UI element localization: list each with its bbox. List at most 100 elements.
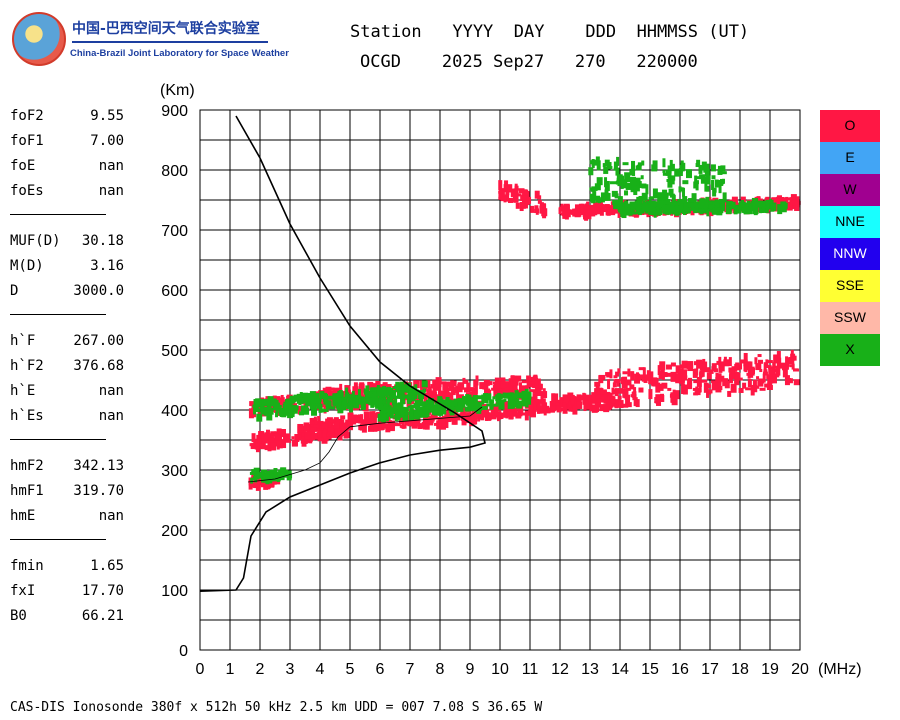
echo-point-o [764,383,769,388]
echo-point-o [508,405,515,415]
echo-point-x [277,471,281,482]
echo-point-o [711,381,716,391]
y-tick-label: 600 [161,283,188,300]
echo-point-o [381,426,385,431]
echo-point-x [595,156,600,162]
echo-point-x [662,204,669,214]
echo-point-x [512,398,516,402]
parameter-value: 342.13 [73,458,124,474]
echo-point-o [682,369,688,380]
echo-point-o [610,396,616,404]
echo-point-o [703,382,709,393]
echo-point-o [731,366,736,374]
echo-point-x [364,396,369,403]
echo-point-x [410,404,416,409]
echo-point-o [249,401,256,407]
echo-point-o [564,210,571,214]
echo-point-x [407,391,413,396]
echo-point-o [620,377,626,385]
echo-point-o [414,418,420,427]
echo-point-o [369,411,376,421]
echo-point-x [641,192,648,201]
echo-point-x [679,187,684,192]
echo-point-o [535,378,541,389]
echo-point-x [604,159,610,167]
echo-point-o [530,205,535,213]
echo-point-o [558,208,562,215]
echo-point-x [347,402,353,406]
echo-point-x [662,158,666,168]
echo-point-x [629,168,633,174]
echo-point-x [596,160,601,171]
echo-point-x [662,169,666,173]
echo-point-x [386,399,390,409]
echo-point-x [481,405,488,410]
echo-point-o [485,389,491,395]
echo-point-x [641,160,645,166]
echo-point-o [715,372,719,381]
echo-point-x [385,387,389,398]
echo-point-x [414,384,418,393]
echo-point-o [427,386,432,396]
echo-point-o [550,405,556,411]
echo-point-x [498,403,505,410]
echo-point-o [257,438,262,444]
echo-point-o [627,368,631,377]
echo-point-o [589,403,593,412]
echo-point-o [419,423,426,429]
echo-point-x [326,403,332,409]
echo-point-o [363,393,367,401]
echo-point-x [668,188,674,196]
echo-point-o [580,212,585,216]
echo-point-x [649,196,654,200]
echo-point-x [351,403,358,407]
echo-point-o [294,433,300,442]
parameter-name: foE [10,158,36,174]
echo-point-x [409,405,414,413]
echo-point-o [520,195,527,202]
echo-point-o [582,399,586,403]
echo-point-o [345,421,352,430]
echo-point-x [721,171,727,175]
echo-point-o [564,402,571,410]
echo-point-o [317,415,321,425]
parameter-name: foEs [10,183,44,199]
echo-point-o [588,399,594,404]
echo-point-o [341,429,347,436]
echo-point-x [780,209,787,213]
echo-point-o [661,382,668,389]
echo-point-o [264,445,271,451]
echo-point-x [299,411,305,416]
echo-point-o [303,422,310,432]
echo-point-x [604,189,609,197]
echo-point-x [421,401,427,407]
echo-point-o [615,371,620,377]
echo-point-x [669,193,675,198]
echo-point-x [405,394,411,399]
echo-point-o [367,425,374,432]
parameter-value: 30.18 [81,233,124,249]
echo-point-o [390,424,395,430]
echo-point-o [646,374,651,381]
echo-point-o [491,387,498,391]
echo-point-o [614,399,620,408]
echo-point-x [656,206,660,212]
echo-point-x [717,168,723,175]
echo-point-x [657,192,664,202]
echo-point-o [427,417,433,424]
echo-point-o [502,381,509,390]
echo-point-x [722,192,727,203]
echo-point-x [399,381,405,391]
echo-point-x [652,160,658,170]
echo-point-o [413,380,420,389]
echo-point-o [407,420,413,427]
echo-point-x [630,180,637,188]
echo-point-x [589,193,593,202]
echo-point-x [336,397,342,408]
echo-point-o [503,406,508,410]
header-line-2: OCGD 2025 Sep27 270 220000 [360,52,698,72]
echo-point-o [734,373,740,384]
echo-point-o [536,385,542,396]
echo-point-x [618,203,623,213]
echo-point-o [479,382,486,390]
